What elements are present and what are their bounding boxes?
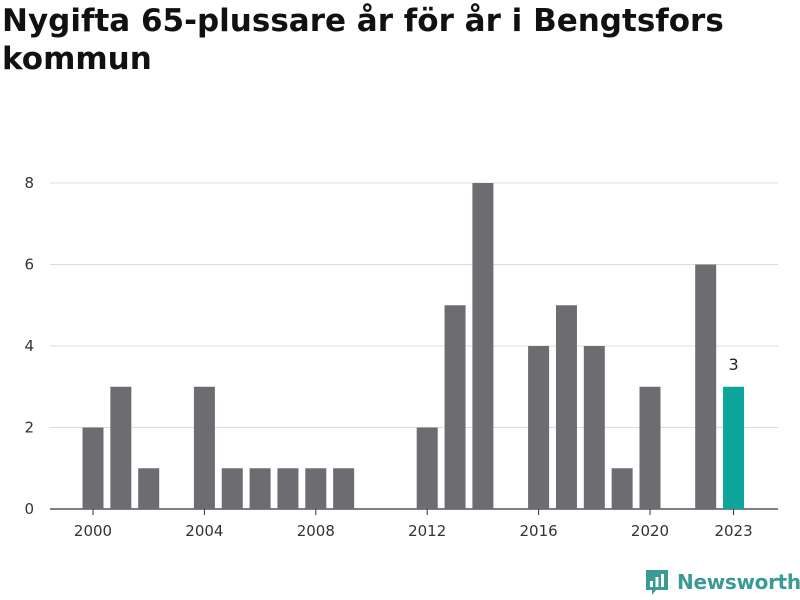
x-tick-label: 2020 — [631, 522, 669, 540]
bar-2019 — [611, 468, 633, 509]
bar-2009 — [333, 468, 355, 509]
bar-2018 — [583, 346, 605, 509]
bar-2014 — [472, 183, 494, 509]
brand-name: Newsworthy — [677, 570, 800, 594]
gridlines — [50, 182, 778, 510]
y-tick-label: 0 — [24, 500, 34, 518]
bar-2017 — [555, 305, 577, 509]
bar-2004 — [193, 386, 215, 509]
bar-2007 — [277, 468, 299, 509]
x-tick-label: 2008 — [297, 522, 335, 540]
bar-2000 — [82, 427, 104, 509]
bar-2001 — [110, 386, 132, 509]
newsworthy-logo-icon — [646, 570, 668, 595]
y-tick-label: 6 — [24, 256, 34, 274]
bar-2013 — [444, 305, 466, 509]
x-tick-label: 2000 — [74, 522, 112, 540]
highlight-data-label: 3 — [728, 355, 738, 374]
bar-2008 — [305, 468, 327, 509]
bar-2022 — [695, 264, 717, 509]
y-tick-label: 4 — [24, 337, 34, 355]
bar-2002 — [138, 468, 160, 509]
bar-2005 — [221, 468, 243, 509]
x-tick-label: 2016 — [520, 522, 558, 540]
x-tick-label: 2012 — [408, 522, 446, 540]
bar-2012 — [416, 427, 438, 509]
x-tick-label: 2004 — [185, 522, 223, 540]
y-tick-label: 8 — [24, 174, 34, 192]
y-tick-label: 2 — [24, 419, 34, 437]
bar-2016 — [528, 346, 550, 509]
x-tick-label: 2023 — [714, 522, 752, 540]
axis-labels: 0 2 4 6 8 2000 2004 2008 2012 2016 2020 2023 3 — [24, 174, 752, 540]
bar-2020 — [639, 386, 661, 509]
bars — [82, 183, 745, 509]
newsworthy-brand: Newsworthy — [644, 568, 800, 596]
bar-2023 — [723, 386, 745, 509]
bar-2006 — [249, 468, 271, 509]
chart-title: Nygifta 65-plussare år för år i Bengtsfo… — [2, 3, 724, 77]
